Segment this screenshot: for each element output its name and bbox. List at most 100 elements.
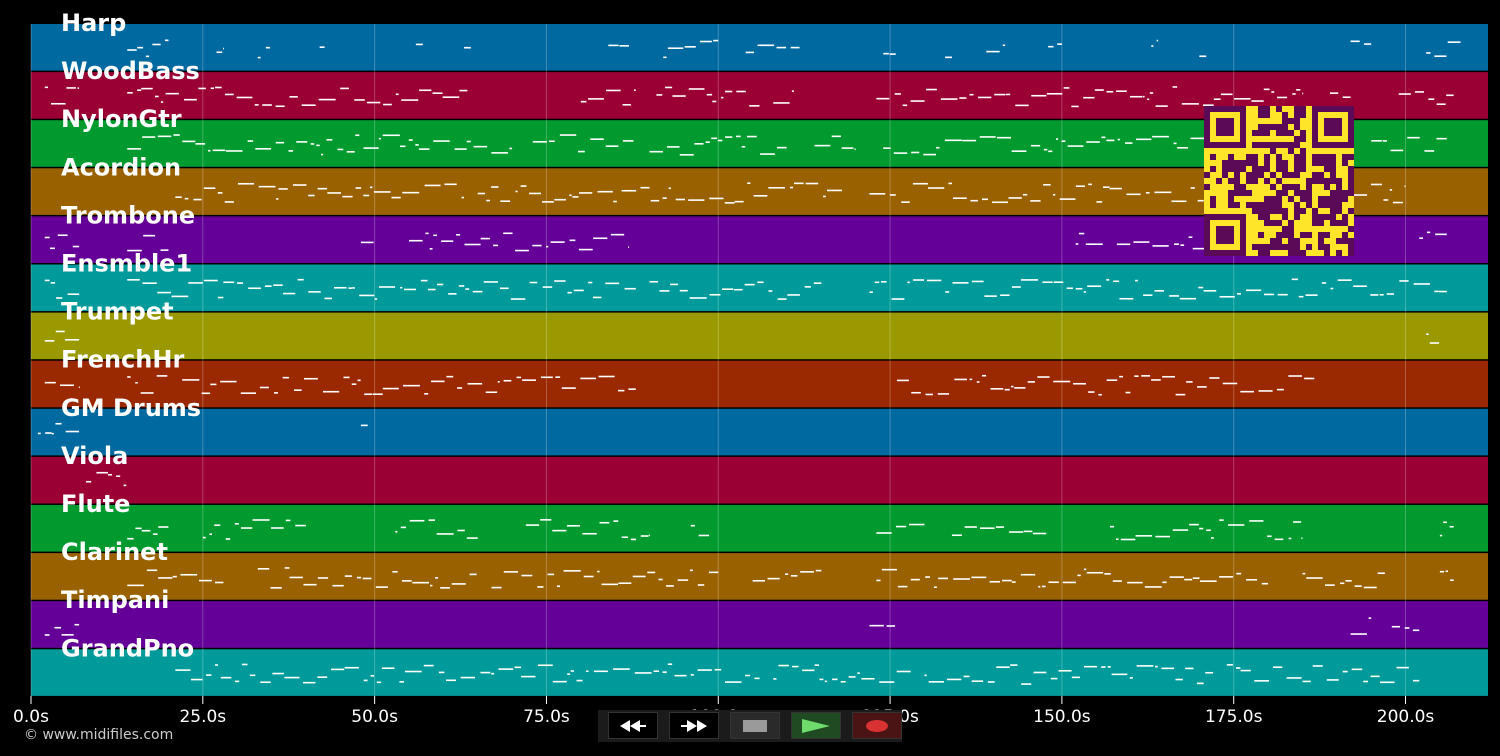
note xyxy=(935,146,940,149)
record-button[interactable] xyxy=(852,712,902,739)
note xyxy=(1435,233,1447,236)
note xyxy=(1116,90,1127,93)
track-lane xyxy=(31,312,1488,360)
note xyxy=(525,524,540,526)
note xyxy=(706,93,713,96)
track-label: Timpani xyxy=(61,586,169,614)
note xyxy=(632,575,646,578)
note xyxy=(926,88,937,91)
note xyxy=(813,282,822,284)
note xyxy=(432,92,443,94)
track-label: WoodBass xyxy=(61,57,200,85)
note xyxy=(1133,241,1150,243)
note xyxy=(415,144,419,146)
note xyxy=(1119,297,1134,300)
note xyxy=(420,279,428,282)
note xyxy=(952,282,969,284)
note xyxy=(684,46,696,48)
note xyxy=(59,384,74,387)
note xyxy=(408,139,413,141)
note xyxy=(515,249,529,252)
note xyxy=(55,330,65,333)
note xyxy=(254,104,259,106)
note xyxy=(402,384,420,387)
note xyxy=(1053,380,1071,383)
note xyxy=(498,668,514,670)
note xyxy=(404,288,416,291)
note xyxy=(428,519,436,521)
note xyxy=(1050,677,1058,680)
note xyxy=(378,286,396,288)
note xyxy=(757,44,775,47)
note xyxy=(601,583,619,586)
note xyxy=(653,670,660,672)
stop-button[interactable] xyxy=(730,712,780,739)
note xyxy=(717,139,723,142)
note xyxy=(1058,669,1072,672)
note xyxy=(1129,95,1143,98)
note xyxy=(532,244,542,247)
note xyxy=(634,672,652,674)
note xyxy=(668,187,671,190)
note xyxy=(621,536,628,539)
note xyxy=(953,578,971,580)
note xyxy=(767,577,780,580)
note xyxy=(881,280,887,283)
note xyxy=(257,568,270,570)
fast-forward-button[interactable] xyxy=(669,712,719,739)
note xyxy=(981,198,988,201)
note xyxy=(1412,679,1420,682)
note xyxy=(363,679,368,682)
note xyxy=(1424,150,1435,152)
note xyxy=(787,294,800,296)
note xyxy=(135,527,142,530)
note xyxy=(107,473,113,476)
note xyxy=(383,103,392,106)
note xyxy=(588,281,593,284)
note xyxy=(1370,183,1382,186)
track-lane xyxy=(31,264,1488,312)
note xyxy=(491,586,502,589)
note xyxy=(909,523,925,526)
note xyxy=(1096,201,1103,203)
note xyxy=(989,580,1000,583)
note xyxy=(1274,538,1284,541)
note xyxy=(141,529,151,532)
play-button[interactable] xyxy=(791,712,841,739)
note xyxy=(1392,201,1403,204)
note xyxy=(1197,386,1207,388)
note xyxy=(995,526,1004,528)
note xyxy=(1192,247,1204,250)
note xyxy=(220,676,232,679)
note xyxy=(202,536,206,539)
note xyxy=(143,234,156,237)
note xyxy=(1391,625,1400,628)
note xyxy=(1162,375,1175,378)
note xyxy=(466,537,478,539)
note xyxy=(667,663,673,666)
note xyxy=(158,577,173,579)
note xyxy=(412,581,429,584)
note xyxy=(360,241,374,244)
note xyxy=(175,669,191,671)
note xyxy=(1127,581,1143,584)
note xyxy=(248,287,261,290)
rewind-button[interactable] xyxy=(608,712,658,739)
note xyxy=(1155,665,1158,668)
note xyxy=(1261,582,1269,585)
note xyxy=(910,578,920,581)
note xyxy=(979,136,996,138)
note xyxy=(561,387,576,389)
time-tick-label: 200.0s xyxy=(1377,707,1435,727)
note xyxy=(778,664,789,667)
note xyxy=(749,105,760,107)
note xyxy=(1354,585,1362,587)
note xyxy=(127,49,137,51)
note xyxy=(996,136,1012,139)
note xyxy=(1203,104,1214,106)
note xyxy=(61,634,74,636)
note xyxy=(464,243,481,246)
note xyxy=(212,149,226,152)
note xyxy=(789,186,794,189)
note xyxy=(940,98,958,100)
